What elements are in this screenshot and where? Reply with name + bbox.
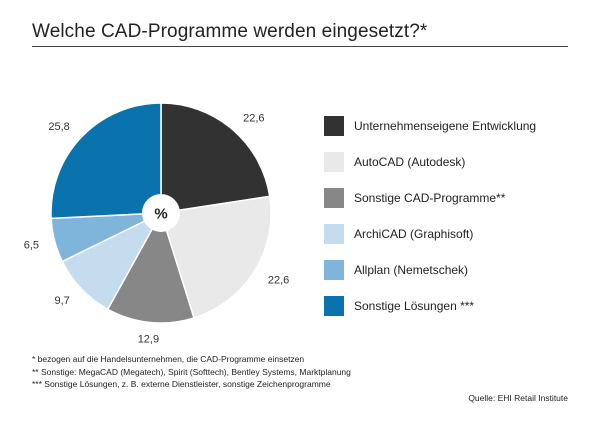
legend: Unternehmenseigene Entwicklung AutoCAD (… [324,116,536,332]
pie-slice-3 [106,211,195,324]
legend-item-sonstige-loesungen: Sonstige Lösungen *** [324,296,536,316]
pie-value-label-5: 6,5 [24,240,39,252]
legend-item-sonstige-cad-programme: Sonstige CAD-Programme** [324,188,536,208]
pie-value-label-3: 12,9 [138,333,159,345]
pie-center-label: % [154,206,167,223]
legend-label: Sonstige Lösungen *** [354,299,475,313]
pie-center-circle [142,194,180,232]
chart-title: Welche CAD-Programme werden eingesetzt?* [32,21,428,42]
pie-value-label-1: 22,6 [243,112,264,124]
legend-swatch [324,296,344,316]
legend-item-allplan: Allplan (Nemetschek) [324,260,536,280]
legend-swatch [324,224,344,244]
pie-slice-2 [160,195,272,319]
footnote: *** Sonstige Lösungen, z. B. externe Die… [32,379,331,389]
footnote: ** Sonstige: MegaCAD (Megatech), Spirit … [32,366,351,377]
legend-swatch [324,188,344,208]
pie-value-label-2: 22,6 [268,275,289,287]
legend-item-autocad: AutoCAD (Autodesk) [324,152,536,172]
legend-label: AutoCAD (Autodesk) [354,155,466,169]
legend-label: ArchiCAD (Graphisoft) [354,227,474,241]
pie-value-label-4: 9,7 [55,295,70,307]
title-underline [32,46,568,47]
legend-item-unternehmenseigene-entwicklung: Unternehmenseigene Entwicklung [324,116,536,136]
legend-swatch [324,260,344,280]
legend-label: Unternehmenseigene Entwicklung [354,119,537,133]
legend-swatch [324,152,344,172]
pie-slices [50,102,272,324]
pie-value-labels: 22,6 22,6 12,9 9,7 6,5 25,8 [24,112,290,345]
source-note: Quelle: EHI Retail Institute [468,393,568,403]
legend-label: Allplan (Nemetschek) [354,263,469,277]
legend-item-archicad: ArchiCAD (Graphisoft) [324,224,536,244]
footnotes: * bezogen auf die Handelsunternehmen, di… [32,353,351,391]
pie-slice-6 [50,102,162,220]
legend-swatch [324,116,344,136]
pie-slice-1 [160,102,271,214]
footnote: * bezogen auf die Handelsunternehmen, di… [32,354,305,364]
pie-value-label-6: 25,8 [48,121,69,133]
legend-label: Sonstige CAD-Programme** [354,191,506,205]
